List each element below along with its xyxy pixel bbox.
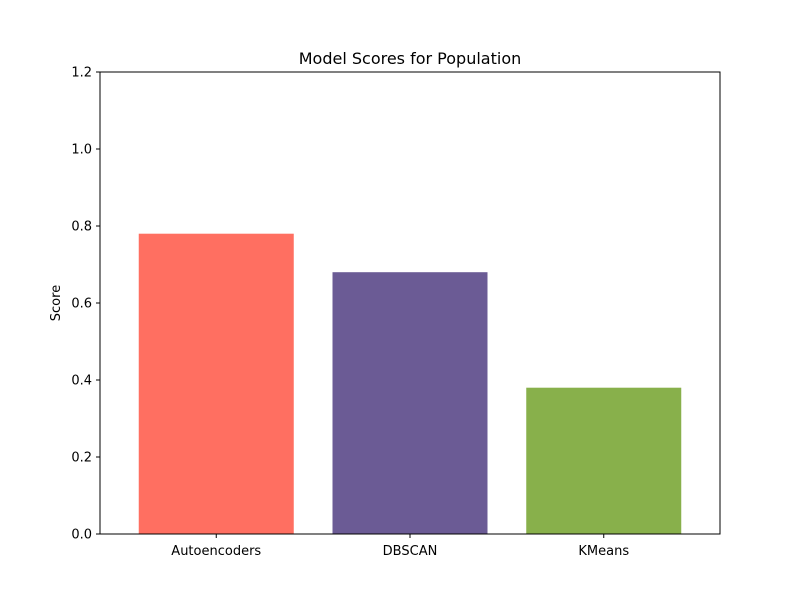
y-tick-label: 0.2: [71, 451, 92, 466]
bar-dbscan: [332, 272, 488, 534]
y-tick-label: 0.6: [71, 297, 92, 312]
plot-frame: [99, 71, 721, 535]
y-tick-label: 1.2: [71, 66, 92, 81]
y-tick-label: 0.4: [71, 374, 92, 389]
x-tick-label: KMeans: [578, 544, 629, 559]
x-tick-label: DBSCAN: [383, 544, 438, 559]
bar-kmeans: [526, 387, 682, 534]
y-tick-label: 0.0: [71, 528, 92, 543]
x-axis-ticks: Autoencoders DBSCAN KMeans: [171, 534, 629, 559]
y-tick-label: 1.0: [71, 143, 92, 158]
chart-title: Model Scores for Population: [299, 49, 522, 68]
bars-layer: [138, 233, 682, 534]
y-tick-label: 0.8: [71, 220, 92, 235]
x-tick-label: Autoencoders: [171, 544, 261, 559]
y-axis-label: Score: [49, 285, 64, 321]
y-axis-ticks: 0.0 0.2 0.4 0.6 0.8 1.0 1.2: [71, 66, 100, 543]
bar-autoencoders: [138, 233, 294, 534]
